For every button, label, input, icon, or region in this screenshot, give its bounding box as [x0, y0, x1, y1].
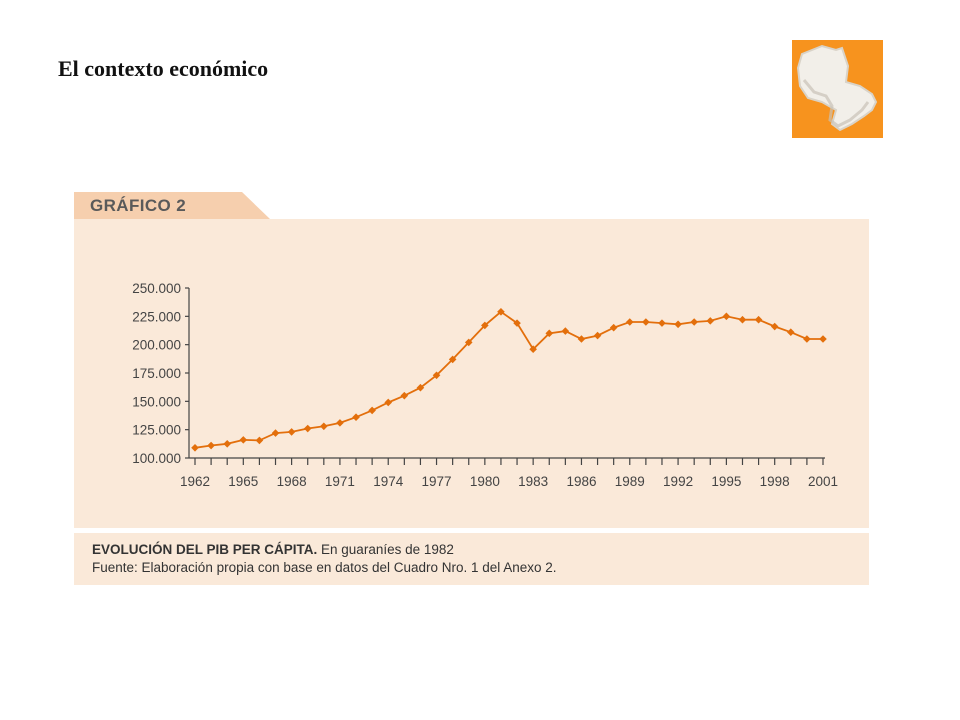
y-tick-label: 125.000	[132, 423, 181, 438]
chart-panel: 100.000 125.000 150.000 175.000 200.000 225.0…	[74, 219, 869, 528]
y-tick-label: 225.000	[132, 309, 181, 324]
x-tick-label: 1971	[325, 474, 355, 489]
x-tick-label: 1977	[422, 474, 452, 489]
data-point	[320, 422, 328, 431]
caption-title: EVOLUCIÓN DEL PIB PER CÁPITA. En guaraní…	[92, 542, 454, 557]
caption-panel: EVOLUCIÓN DEL PIB PER CÁPITA. En guaraní…	[74, 533, 869, 585]
x-tick-label: 1995	[711, 474, 741, 489]
data-point	[577, 335, 586, 343]
data-point	[609, 323, 618, 332]
caption-title-rest: En guaraníes de 1982	[317, 542, 454, 557]
x-tick-label: 1980	[470, 474, 500, 489]
caption-title-bold: EVOLUCIÓN DEL PIB PER CÁPITA.	[92, 542, 318, 557]
data-point	[352, 413, 360, 421]
data-point	[384, 398, 393, 407]
data-point	[432, 371, 441, 380]
y-tick-label: 200.000	[132, 338, 181, 353]
x-tick-label: 1998	[760, 474, 790, 489]
data-point	[706, 317, 715, 325]
x-tick-label: 1992	[663, 474, 693, 489]
data-point	[625, 318, 634, 326]
y-tick-label: 150.000	[132, 394, 181, 409]
data-point	[368, 406, 376, 415]
data-point	[658, 319, 666, 327]
y-tick-label: 175.000	[132, 366, 181, 381]
data-point	[690, 318, 698, 326]
chart-header-label: GRÁFICO 2	[90, 196, 187, 215]
data-point	[239, 436, 248, 444]
data-point	[223, 440, 232, 448]
data-point	[464, 338, 473, 347]
data-point	[303, 424, 312, 433]
y-tick-label: 250.000	[132, 281, 181, 296]
data-point	[593, 331, 602, 340]
data-point	[207, 441, 215, 450]
x-tick-label: 1983	[518, 474, 548, 489]
data-point	[722, 312, 731, 321]
data-point	[255, 436, 264, 445]
x-tick-label: 1965	[228, 474, 258, 489]
caption-source: Fuente: Elaboración propia con base en d…	[92, 560, 557, 575]
data-point	[738, 315, 747, 324]
data-point	[191, 444, 199, 452]
x-tick-label: 1974	[373, 474, 404, 489]
data-point	[770, 322, 779, 331]
data-point	[336, 419, 344, 427]
x-tick-label: 1968	[277, 474, 307, 489]
chart-header-tab: GRÁFICO 2	[74, 192, 270, 219]
y-tick-label: 100.000	[132, 451, 181, 466]
data-point	[674, 320, 682, 329]
data-point	[529, 345, 537, 353]
paraguay-map-logo	[792, 40, 883, 138]
data-point	[642, 318, 650, 326]
x-tick-label: 1962	[180, 474, 210, 489]
data-point	[561, 327, 570, 335]
data-point	[416, 383, 425, 392]
data-point	[271, 429, 280, 437]
data-point	[400, 391, 409, 400]
data-point	[448, 355, 457, 364]
data-point	[803, 335, 811, 343]
gdp-line-chart: 100.000 125.000 150.000 175.000 200.000 225.0…	[132, 281, 838, 489]
slide-title: El contexto económico	[58, 56, 269, 81]
logo-map-shape	[796, 44, 878, 132]
data-point	[513, 319, 521, 327]
data-point	[754, 315, 763, 324]
data-point	[287, 428, 296, 436]
x-tick-label: 1989	[615, 474, 645, 489]
logo-map-shadow	[802, 79, 870, 128]
x-tick-label: 2001	[808, 474, 838, 489]
data-point	[786, 328, 795, 336]
data-point	[819, 335, 827, 343]
data-point	[481, 321, 489, 330]
x-tick-label: 1986	[566, 474, 596, 489]
data-point	[545, 329, 554, 338]
series-line	[194, 310, 823, 449]
